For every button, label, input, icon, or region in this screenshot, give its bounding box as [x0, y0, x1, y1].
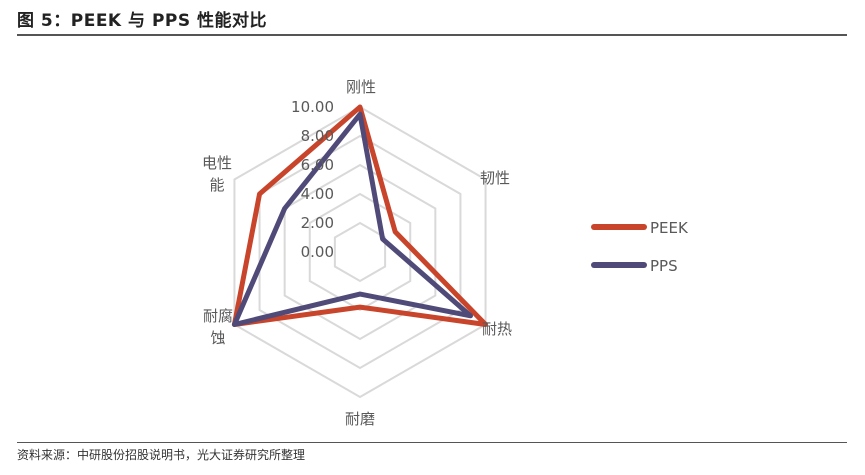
grid-ring — [333, 221, 387, 283]
category-label: 耐热 — [482, 320, 512, 338]
series-pps — [231, 111, 474, 327]
grid-ring — [233, 105, 487, 399]
radial-tick-label: 4.00 — [301, 185, 334, 203]
title-divider — [17, 34, 847, 36]
category-label: 能 — [209, 176, 224, 194]
radial-tick-label: 8.00 — [301, 127, 334, 145]
radial-tick-label: 0.00 — [301, 243, 334, 261]
category-label: 耐腐 — [203, 307, 233, 325]
radial-tick-label: 10.00 — [291, 98, 334, 116]
figure-title: 图 5：PEEK 与 PPS 性能对比 — [17, 11, 268, 31]
radial-tick-label: 2.00 — [301, 214, 334, 232]
series-peek — [231, 104, 489, 327]
category-label: 蚀 — [210, 329, 225, 347]
category-label: 刚性 — [346, 78, 376, 96]
radar-grid — [233, 105, 487, 399]
footer-divider — [17, 442, 847, 443]
legend-label-pps: PPS — [650, 257, 678, 275]
legend-label-peek: PEEK — [650, 219, 689, 237]
category-label: 电性 — [202, 154, 232, 172]
category-label: 韧性 — [480, 169, 510, 187]
grid-ring — [308, 192, 412, 312]
category-label: 耐磨 — [345, 410, 375, 428]
legend: PEEK PPS — [591, 219, 689, 275]
radial-tick-labels: 0.00 2.00 4.00 6.00 8.00 10.00 — [291, 98, 334, 261]
source-note: 资料来源：中研股份招股说明书，光大证券研究所整理 — [17, 448, 306, 462]
radar-series — [231, 104, 489, 327]
radial-tick-label: 6.00 — [301, 156, 334, 174]
